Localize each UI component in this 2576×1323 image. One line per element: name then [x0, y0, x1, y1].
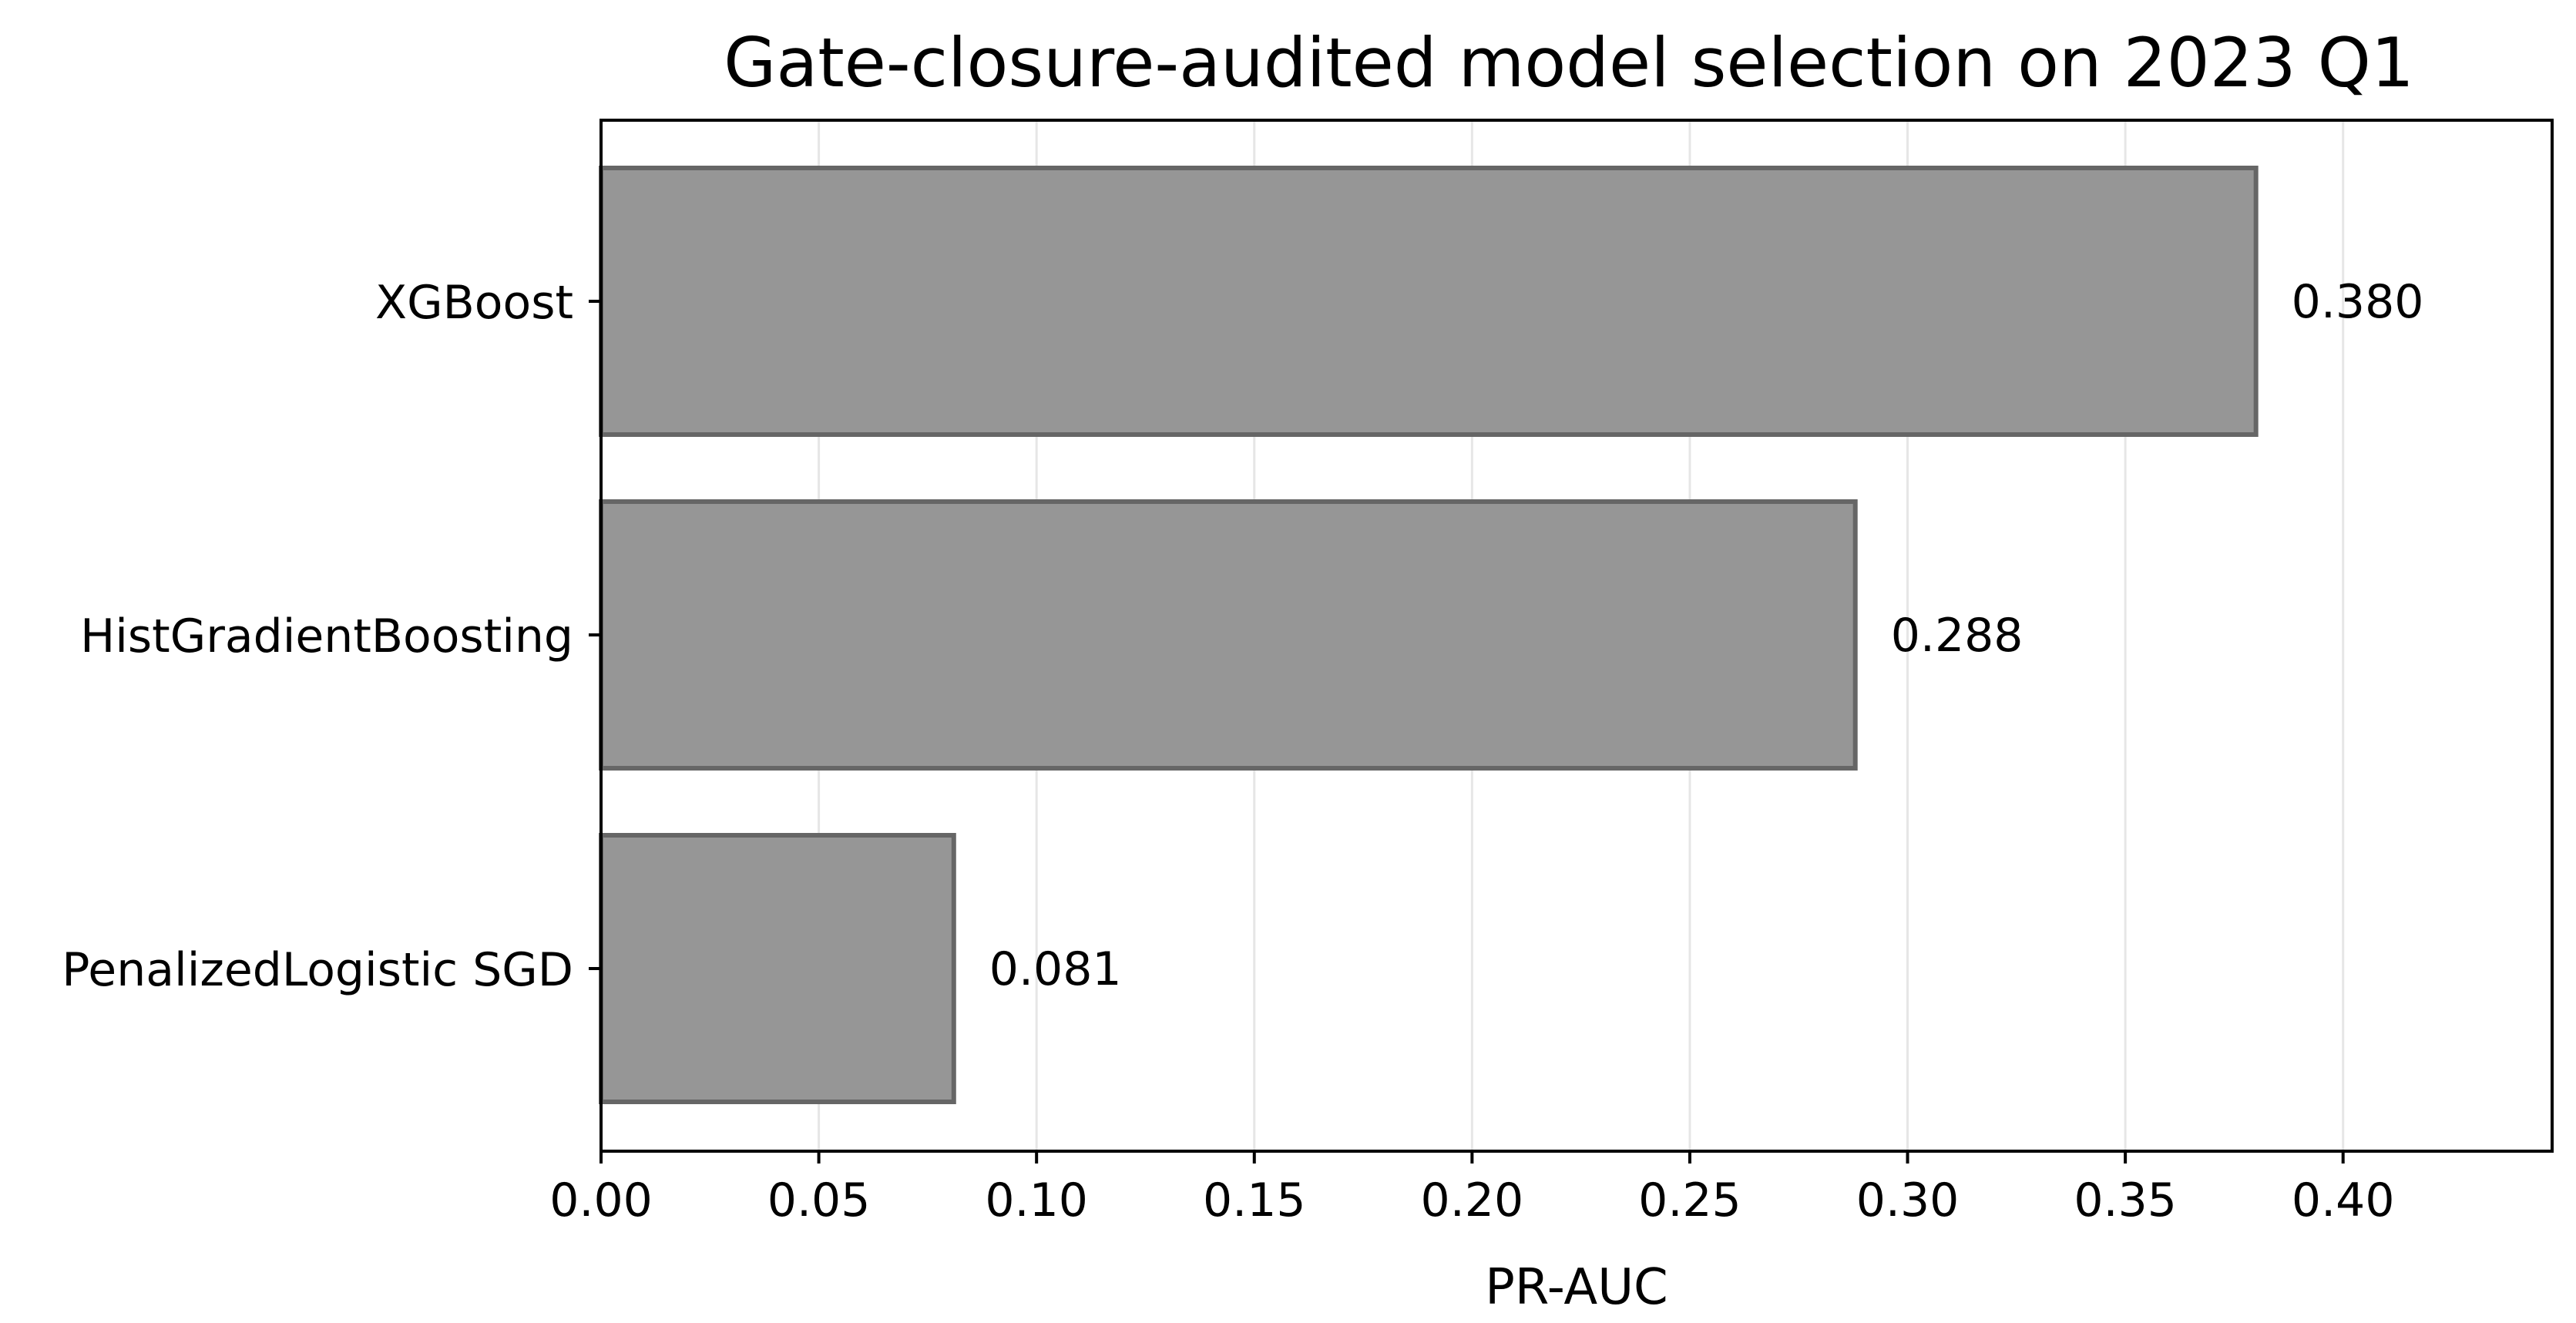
- x-tick-label: 0.35: [2074, 1174, 2177, 1227]
- bar-value-label: 0.288: [1891, 609, 2024, 663]
- chart-title: Gate-closure-audited model selection on …: [724, 23, 2414, 102]
- bar-value-label: 0.380: [2292, 275, 2424, 329]
- x-tick-label: 0.05: [767, 1174, 871, 1227]
- x-axis-ticks: 0.00 0.05 0.10 0.15 0.20 0.25 0.30 0.35 0.40: [549, 1151, 2395, 1227]
- x-tick-label: 0.00: [549, 1174, 653, 1227]
- bar-histgradientboosting: [599, 499, 1858, 771]
- x-tick-label: 0.10: [985, 1174, 1088, 1227]
- y-category-label: PenalizedLogistic SGD: [62, 943, 573, 997]
- x-tick-label: 0.40: [2292, 1174, 2395, 1227]
- bars: [599, 166, 2259, 1104]
- x-tick-label: 0.15: [1203, 1174, 1306, 1227]
- bar-value-labels: 0.380 0.288 0.081: [989, 275, 2424, 996]
- y-axis-ticks: XGBoost HistGradientBoosting PenalizedLogi…: [62, 276, 601, 997]
- y-category-label: HistGradientBoosting: [80, 609, 573, 663]
- x-axis-label: PR-AUC: [1485, 1259, 1668, 1316]
- y-category-label: XGBoost: [375, 276, 573, 330]
- x-tick-label: 0.25: [1638, 1174, 1741, 1227]
- bar-value-label: 0.081: [989, 942, 1122, 996]
- x-tick-label: 0.30: [1856, 1174, 1960, 1227]
- x-tick-label: 0.20: [1421, 1174, 1524, 1227]
- bar-penalizedlogistic-sgd: [599, 833, 956, 1104]
- bar-xgboost: [599, 166, 2259, 437]
